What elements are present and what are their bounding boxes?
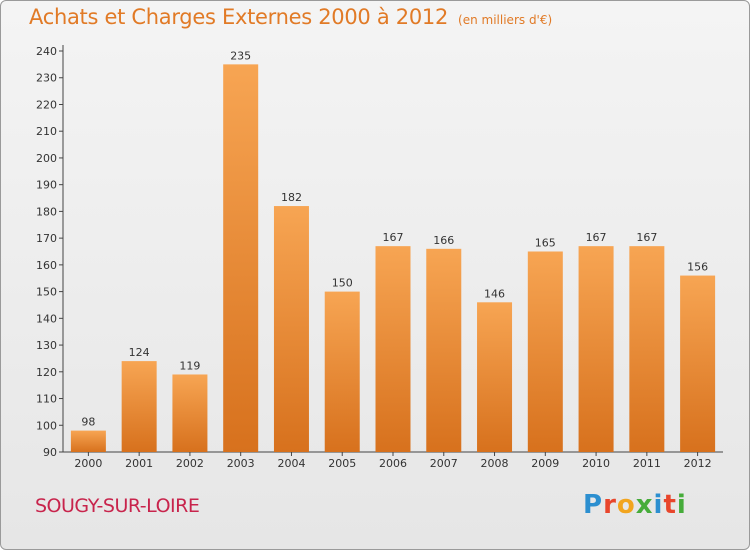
data-label: 182 (281, 191, 302, 204)
x-tick-label: 2004 (277, 457, 305, 470)
bar (527, 251, 563, 452)
logo-letter: r (603, 490, 617, 520)
data-label: 119 (179, 359, 200, 372)
x-tick-label: 2009 (531, 457, 559, 470)
bar (70, 430, 106, 452)
bar (375, 246, 411, 452)
data-label: 165 (535, 237, 556, 250)
x-tick-label: 2011 (633, 457, 661, 470)
y-tick-label: 140 (36, 312, 57, 325)
chart-subtitle: (en milliers d'€) (458, 13, 553, 27)
logo-letter: i (676, 490, 687, 520)
bar (172, 374, 208, 452)
bar (426, 248, 462, 452)
bar (121, 361, 157, 452)
data-label: 98 (81, 416, 95, 429)
y-tick-label: 180 (36, 205, 57, 218)
axes: 90 100 110 120 130 140 150 160 170 180 190 200 210 22… (36, 45, 723, 470)
data-label: 167 (586, 231, 607, 244)
bar-chart: 90 100 110 120 130 140 150 160 170 180 190 200 210 22… (36, 45, 723, 470)
y-tick-label: 200 (36, 152, 57, 165)
bar (324, 291, 360, 452)
x-tick-label: 2007 (430, 457, 458, 470)
y-tick-label: 170 (36, 232, 57, 245)
y-tick-label: 100 (36, 419, 57, 432)
bar (629, 246, 665, 452)
y-tick-label: 110 (36, 393, 57, 406)
x-tick-label: 2012 (684, 457, 712, 470)
logo-letter: i (653, 490, 664, 520)
logo-letter: x (635, 490, 654, 520)
x-tick-label: 2002 (176, 457, 204, 470)
data-label: 124 (129, 346, 150, 359)
logo-letter: P (583, 490, 604, 520)
x-tick-label: 2008 (481, 457, 509, 470)
logo-letter: o (616, 490, 636, 520)
y-tick-label: 190 (36, 179, 57, 192)
y-tick-label: 220 (36, 98, 57, 111)
bars: 98 124 119 235 182 150 167 166 146 165 167 167 156 (70, 49, 716, 452)
bar (273, 206, 309, 452)
data-label: 146 (484, 287, 505, 300)
data-label: 167 (383, 231, 404, 244)
y-tick-label: 130 (36, 339, 57, 352)
y-tick-label: 240 (36, 45, 57, 58)
x-tick-label: 2003 (227, 457, 255, 470)
y-tick-label: 230 (36, 72, 57, 85)
chart-title: Achats et Charges Externes 2000 à 2012 (e… (29, 5, 553, 29)
x-tick-label: 2000 (74, 457, 102, 470)
data-label: 150 (332, 277, 353, 290)
logo-letter: t (663, 490, 677, 520)
data-label: 156 (687, 261, 708, 274)
bar (477, 302, 513, 452)
y-tick-label: 210 (36, 125, 57, 138)
proxiti-logo[interactable]: Proxiti (583, 490, 687, 520)
x-tick-label: 2006 (379, 457, 407, 470)
x-tick-label: 2010 (582, 457, 610, 470)
x-tick-label: 2005 (328, 457, 356, 470)
data-label: 167 (636, 231, 657, 244)
y-tick-label: 90 (43, 446, 57, 459)
bar (223, 64, 259, 452)
x-tick-label: 2001 (125, 457, 153, 470)
bar (578, 246, 614, 452)
data-label: 166 (433, 234, 454, 247)
place-name: SOUGY-SUR-LOIRE (35, 495, 200, 517)
y-tick-label: 120 (36, 366, 57, 379)
bar (680, 275, 716, 452)
data-label: 235 (230, 49, 251, 62)
y-tick-label: 160 (36, 259, 57, 272)
y-tick-label: 150 (36, 286, 57, 299)
